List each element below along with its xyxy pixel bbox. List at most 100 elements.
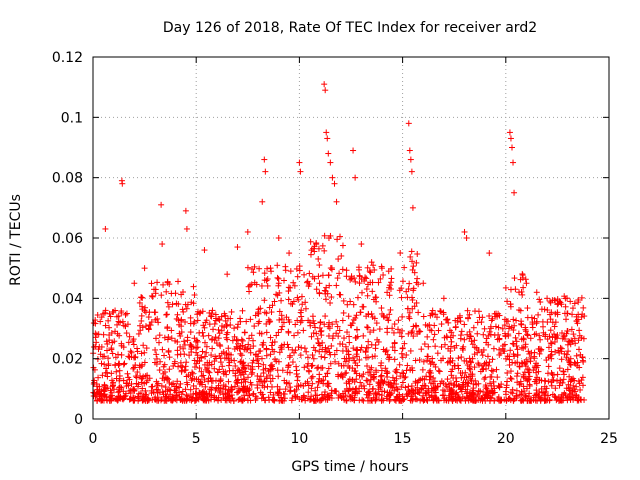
data-point bbox=[112, 361, 119, 368]
data-point bbox=[304, 378, 311, 385]
data-point bbox=[262, 168, 269, 175]
data-point bbox=[339, 266, 346, 273]
data-point bbox=[480, 365, 487, 372]
data-point bbox=[466, 393, 473, 400]
data-point bbox=[343, 267, 350, 274]
data-point bbox=[179, 397, 186, 404]
data-point bbox=[105, 362, 112, 369]
data-point bbox=[102, 225, 109, 232]
data-point bbox=[580, 304, 587, 311]
data-point bbox=[299, 396, 306, 403]
data-point bbox=[340, 362, 347, 369]
data-point bbox=[367, 372, 374, 379]
data-point bbox=[338, 252, 345, 259]
data-point bbox=[523, 393, 530, 400]
data-point bbox=[511, 322, 518, 329]
data-point bbox=[233, 336, 240, 343]
data-point bbox=[507, 347, 514, 354]
data-point bbox=[564, 366, 571, 373]
data-point bbox=[120, 322, 127, 329]
data-point bbox=[164, 324, 171, 331]
data-point bbox=[280, 319, 287, 326]
data-point bbox=[169, 301, 176, 308]
data-point bbox=[228, 386, 235, 393]
data-point bbox=[356, 273, 363, 280]
data-point bbox=[484, 353, 491, 360]
data-point bbox=[177, 343, 184, 350]
data-point bbox=[556, 365, 563, 372]
data-point bbox=[413, 279, 420, 286]
data-point bbox=[344, 301, 351, 308]
data-point bbox=[533, 289, 540, 296]
data-point bbox=[523, 385, 530, 392]
data-point bbox=[526, 369, 533, 376]
data-point bbox=[378, 359, 385, 366]
data-point bbox=[168, 335, 175, 342]
data-point bbox=[479, 314, 486, 321]
data-point bbox=[274, 367, 281, 374]
data-point bbox=[364, 292, 371, 299]
data-point bbox=[246, 335, 253, 342]
data-point bbox=[480, 346, 487, 353]
x-tick-label: 15 bbox=[394, 431, 412, 447]
data-point bbox=[569, 305, 576, 312]
data-point bbox=[165, 334, 172, 341]
data-point bbox=[270, 391, 277, 398]
data-point bbox=[406, 315, 413, 322]
data-point bbox=[425, 353, 432, 360]
data-point bbox=[249, 359, 256, 366]
data-point bbox=[321, 321, 328, 328]
data-point bbox=[255, 363, 262, 370]
data-point bbox=[287, 284, 294, 291]
data-point bbox=[200, 322, 207, 329]
data-point bbox=[523, 280, 530, 287]
data-point bbox=[125, 339, 132, 346]
data-point bbox=[297, 319, 304, 326]
data-point bbox=[324, 290, 331, 297]
data-point bbox=[563, 354, 570, 361]
data-point bbox=[227, 315, 234, 322]
data-point bbox=[177, 351, 184, 358]
data-point bbox=[318, 391, 325, 398]
data-point bbox=[193, 360, 200, 367]
data-point bbox=[500, 342, 507, 349]
data-point bbox=[524, 377, 531, 384]
data-point bbox=[483, 359, 490, 366]
data-point bbox=[458, 374, 465, 381]
data-point bbox=[321, 81, 328, 88]
data-point bbox=[384, 373, 391, 380]
data-point bbox=[509, 340, 516, 347]
data-point bbox=[486, 380, 493, 387]
data-point bbox=[531, 331, 538, 338]
data-point bbox=[461, 321, 468, 328]
data-point bbox=[386, 397, 393, 404]
data-point bbox=[430, 397, 437, 404]
x-tick-label: 10 bbox=[290, 431, 308, 447]
data-point bbox=[309, 352, 316, 359]
data-point bbox=[573, 352, 580, 359]
data-point bbox=[102, 307, 109, 314]
data-point bbox=[245, 341, 252, 348]
data-point bbox=[264, 265, 271, 272]
data-point bbox=[235, 376, 242, 383]
data-point bbox=[234, 367, 241, 374]
data-point bbox=[281, 391, 288, 398]
data-point bbox=[292, 393, 299, 400]
data-point bbox=[531, 315, 538, 322]
data-point bbox=[532, 376, 539, 383]
data-point bbox=[182, 319, 189, 326]
data-point bbox=[421, 341, 428, 348]
x-tick-label: 0 bbox=[89, 431, 98, 447]
data-point bbox=[198, 368, 205, 375]
data-point bbox=[181, 338, 188, 345]
data-point bbox=[141, 349, 148, 356]
data-point bbox=[399, 379, 406, 386]
data-point bbox=[403, 391, 410, 398]
data-point bbox=[400, 370, 407, 377]
data-point bbox=[368, 259, 375, 266]
data-point bbox=[226, 393, 233, 400]
data-point bbox=[258, 330, 265, 337]
data-point bbox=[116, 332, 123, 339]
data-point bbox=[493, 310, 500, 317]
